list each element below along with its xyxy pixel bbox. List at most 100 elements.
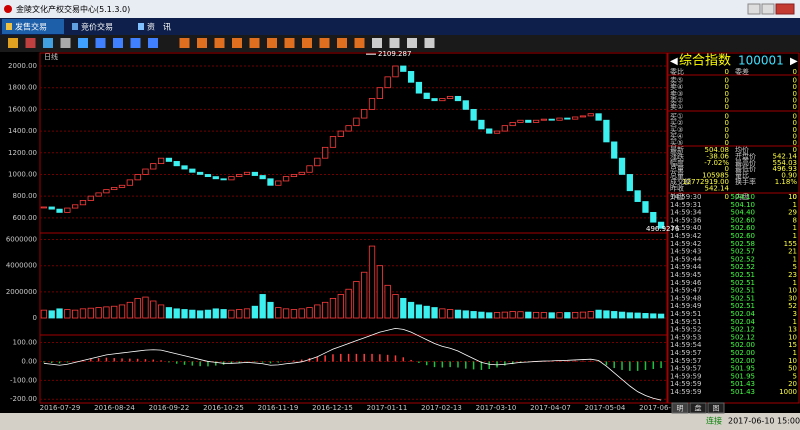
tab-active[interactable] bbox=[2, 19, 64, 34]
toolbar-button[interactable] bbox=[113, 38, 123, 48]
candle bbox=[40, 206, 48, 209]
toolbar-button[interactable] bbox=[389, 38, 400, 48]
toolbar-button[interactable] bbox=[8, 38, 18, 48]
volume-bar bbox=[204, 309, 212, 319]
candle bbox=[439, 98, 446, 102]
toolbar-button[interactable] bbox=[43, 38, 53, 48]
quote-cell: 买② bbox=[670, 119, 683, 127]
toolbar-button[interactable] bbox=[337, 38, 347, 48]
volume-bar bbox=[603, 310, 610, 319]
toolbar-button[interactable] bbox=[95, 38, 106, 48]
toolbar-button[interactable] bbox=[284, 38, 295, 48]
volume-bar bbox=[181, 309, 188, 319]
tab-label[interactable]: 竞价交易 bbox=[81, 22, 113, 32]
low-label: 496.9276 bbox=[646, 225, 680, 233]
toolbar-button[interactable] bbox=[179, 38, 190, 48]
quote-cell: 幅度 bbox=[670, 158, 684, 167]
toolbar-button[interactable] bbox=[130, 38, 141, 48]
toolbar-button[interactable] bbox=[25, 38, 36, 48]
toolbar-button[interactable] bbox=[267, 38, 277, 48]
volume-bar bbox=[298, 308, 305, 319]
panel-tab[interactable] bbox=[689, 402, 707, 414]
panel-tab[interactable] bbox=[707, 402, 725, 414]
volume-bar bbox=[282, 308, 290, 319]
volume-bar bbox=[220, 309, 227, 319]
quote-cell: 量比 bbox=[735, 171, 749, 180]
close-button[interactable] bbox=[775, 3, 795, 15]
candle bbox=[376, 87, 383, 99]
toolbar-button[interactable] bbox=[372, 38, 382, 48]
quote-cell: 0 bbox=[793, 193, 797, 201]
quote-cell: 0 bbox=[725, 103, 729, 111]
tick-cell: 10 bbox=[788, 333, 797, 341]
y-tick-label: 2000000 bbox=[6, 288, 37, 296]
quote-cell: 0 bbox=[725, 139, 729, 147]
panel-tab-label: 盘 bbox=[695, 404, 702, 413]
candle bbox=[251, 171, 258, 176]
tick-cell: 502.52 bbox=[731, 255, 756, 263]
tick-cell: 502.51 bbox=[731, 271, 756, 279]
quote-cell: 0 bbox=[793, 132, 797, 140]
quote-cell: 0 bbox=[793, 103, 797, 111]
volume-bar bbox=[447, 309, 454, 319]
volume-bar bbox=[548, 312, 555, 319]
quote-cell: 总量 bbox=[670, 171, 684, 180]
quote-cell: 买⑤ bbox=[670, 139, 683, 147]
candle bbox=[470, 108, 477, 121]
quote-cell: 卖① bbox=[670, 103, 683, 111]
quote-cell: 内盘 bbox=[735, 192, 749, 201]
candle bbox=[415, 81, 423, 94]
minimize-button[interactable] bbox=[747, 3, 761, 15]
volume-bar bbox=[486, 312, 493, 319]
volume-bar bbox=[189, 309, 196, 319]
candle bbox=[220, 178, 227, 181]
toolbar-button[interactable] bbox=[60, 38, 71, 48]
toolbar-button[interactable] bbox=[249, 38, 260, 48]
candle bbox=[298, 171, 305, 175]
volume-bar bbox=[431, 307, 438, 319]
tick-cell: 5 bbox=[793, 372, 797, 380]
toolbar-button[interactable] bbox=[319, 38, 330, 48]
tick-cell: 502.51 bbox=[731, 279, 756, 287]
quote-cell: 卖③ bbox=[670, 90, 683, 98]
candle bbox=[150, 163, 157, 170]
volume-bar bbox=[165, 307, 173, 319]
dif-line bbox=[43, 327, 662, 401]
volume-bar bbox=[212, 308, 219, 319]
volume-bar bbox=[579, 311, 587, 319]
quote-cell: 0 bbox=[725, 132, 729, 140]
volume-bar bbox=[103, 306, 110, 319]
maximize-button[interactable] bbox=[761, 3, 775, 15]
tab-label[interactable]: 资 讯 bbox=[147, 22, 171, 32]
tick-cell: 14:59:59 bbox=[670, 388, 701, 396]
tab-label[interactable]: 发售交易 bbox=[15, 22, 47, 32]
panel-tab[interactable] bbox=[671, 402, 689, 414]
quote-cell: 1.18% bbox=[775, 178, 798, 186]
candle bbox=[322, 146, 329, 159]
toolbar-button[interactable] bbox=[407, 38, 417, 48]
toolbar-button[interactable] bbox=[78, 38, 88, 48]
quote-cell: 买① bbox=[670, 113, 683, 121]
toolbar-button[interactable] bbox=[354, 38, 365, 48]
volume-bar bbox=[400, 297, 407, 319]
candle bbox=[556, 117, 563, 121]
candle bbox=[134, 174, 141, 181]
toolbar-button[interactable] bbox=[302, 38, 312, 48]
toolbar-button[interactable] bbox=[148, 38, 158, 48]
tick-cell: 21 bbox=[788, 248, 797, 256]
toolbar-button[interactable] bbox=[197, 38, 207, 48]
toolbar-button[interactable] bbox=[214, 38, 225, 48]
toolbar-button[interactable] bbox=[232, 38, 242, 48]
tick-cell: 502.04 bbox=[731, 318, 756, 326]
candle bbox=[345, 125, 352, 132]
quote-cell: 504.08 bbox=[705, 146, 730, 154]
tick-cell: 501.95 bbox=[731, 365, 756, 373]
volume-bar bbox=[111, 305, 118, 319]
volume-bar bbox=[564, 312, 571, 319]
toolbar-button[interactable] bbox=[424, 38, 435, 48]
candle bbox=[282, 176, 290, 182]
candle bbox=[407, 71, 415, 83]
candle bbox=[306, 165, 313, 173]
tick-cell: 155 bbox=[784, 240, 797, 248]
